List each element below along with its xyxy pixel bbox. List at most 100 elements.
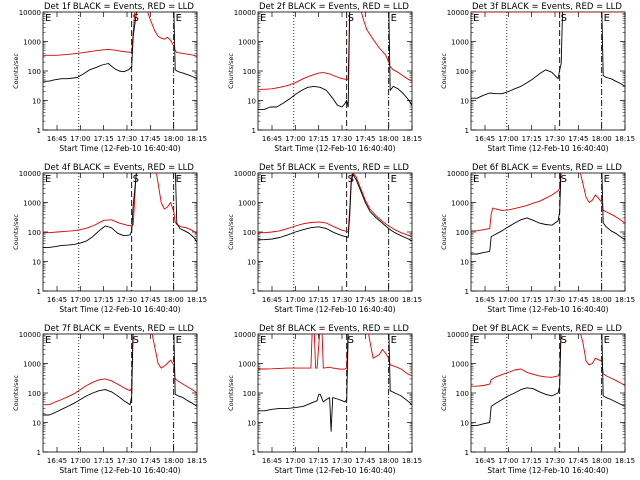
- detector-panel: Det 8f BLACK = Events, RED = LLD 1 10 100 10…: [227, 324, 422, 475]
- x-tick-label: 17:45: [355, 457, 375, 465]
- x-tick-label: 17:45: [140, 296, 160, 304]
- x-tick-label: 18:00: [592, 135, 612, 143]
- x-tick-label: 17:45: [140, 457, 160, 465]
- y-tick-label: 10: [32, 259, 41, 267]
- x-axis-label: Start Time (12-Feb-10 16:40:40): [487, 305, 608, 314]
- y-tick-label: 10: [247, 98, 256, 106]
- y-tick-label: 10: [32, 420, 41, 428]
- x-tick-label: 18:00: [379, 457, 399, 465]
- y-tick-label: 1000: [451, 39, 469, 47]
- marker-label-start: S: [561, 174, 567, 185]
- y-tick-label: 100: [243, 68, 256, 76]
- y-tick-label: 10000: [447, 170, 469, 178]
- x-axis-label: Start Time (12-Feb-10 16:40:40): [487, 466, 608, 475]
- marker-label-end: E: [604, 174, 610, 185]
- x-tick-label: 18:00: [164, 296, 184, 304]
- detector-panel: Det 5f BLACK = Events, RED = LLD 1 10 100 10…: [227, 163, 422, 314]
- y-tick-label: 10: [460, 259, 469, 267]
- x-tick-label: 17:45: [568, 457, 588, 465]
- y-tick-label: 10000: [447, 331, 469, 339]
- x-tick-label: 16:45: [475, 135, 495, 143]
- marker-label-early: E: [473, 335, 479, 346]
- y-tick-label: 10000: [234, 170, 256, 178]
- detector-panel: Det 7f BLACK = Events, RED = LLD 1 10 100 10…: [12, 324, 207, 475]
- y-tick-label: 100: [456, 68, 469, 76]
- x-tick-label: 18:00: [592, 457, 612, 465]
- marker-label-early: E: [45, 13, 51, 24]
- x-tick-label: 17:45: [568, 135, 588, 143]
- y-tick-label: 1000: [238, 361, 256, 369]
- y-tick-label: 10: [247, 259, 256, 267]
- lld-trace: [43, 173, 197, 234]
- y-tick-label: 100: [456, 229, 469, 237]
- x-tick-label: 17:15: [94, 296, 114, 304]
- y-tick-label: 1000: [23, 361, 41, 369]
- events-trace: [471, 173, 625, 255]
- x-tick-label: 17:00: [70, 457, 90, 465]
- marker-label-end: E: [176, 13, 182, 24]
- marker-label-start: S: [348, 335, 354, 346]
- detector-panel: Det 3f BLACK = Events, RED = LLD 1 10 100 10…: [440, 2, 635, 153]
- marker-label-end: E: [176, 335, 182, 346]
- x-tick-label: 17:00: [285, 457, 305, 465]
- y-tick-label: 10: [247, 420, 256, 428]
- y-tick-label: 10000: [234, 331, 256, 339]
- x-axis-label: Start Time (12-Feb-10 16:40:40): [59, 466, 180, 475]
- marker-label-early: E: [473, 174, 479, 185]
- x-tick-label: 18:15: [615, 135, 635, 143]
- marker-label-early: E: [260, 13, 266, 24]
- panel-title: Det 6f BLACK = Events, RED = LLD: [472, 163, 622, 173]
- x-tick-label: 17:15: [522, 457, 542, 465]
- x-tick-label: 17:30: [117, 135, 137, 143]
- marker-label-start: S: [561, 335, 567, 346]
- events-trace: [258, 173, 412, 242]
- x-tick-label: 17:30: [545, 457, 565, 465]
- events-trace: [471, 12, 625, 99]
- panel-title: Det 8f BLACK = Events, RED = LLD: [259, 324, 409, 334]
- y-tick-label: 1000: [238, 39, 256, 47]
- detector-panel: Det 4f BLACK = Events, RED = LLD 1 10 100 10…: [12, 163, 207, 314]
- detector-panel: Det 9f BLACK = Events, RED = LLD 1 10 100 10…: [440, 324, 635, 475]
- y-tick-label: 10: [460, 98, 469, 106]
- y-tick-label: 1: [252, 127, 256, 135]
- y-tick-label: 1: [252, 449, 256, 457]
- y-tick-label: 1000: [23, 39, 41, 47]
- x-tick-label: 16:45: [262, 135, 282, 143]
- x-tick-label: 17:00: [498, 457, 518, 465]
- x-tick-label: 18:15: [187, 457, 207, 465]
- marker-label-early: E: [260, 335, 266, 346]
- x-axis-label: Start Time (12-Feb-10 16:40:40): [59, 144, 180, 153]
- x-axis-label: Start Time (12-Feb-10 16:40:40): [274, 144, 395, 153]
- y-tick-label: 1: [465, 449, 469, 457]
- y-tick-label: 1: [252, 288, 256, 296]
- y-tick-label: 100: [456, 390, 469, 398]
- y-axis-label: Counts/sec: [227, 375, 235, 411]
- x-tick-label: 18:15: [402, 457, 422, 465]
- x-tick-label: 17:15: [522, 135, 542, 143]
- y-tick-label: 100: [28, 390, 41, 398]
- detector-panel: Det 6f BLACK = Events, RED = LLD 1 10 100 10…: [440, 163, 635, 314]
- marker-label-early: E: [260, 174, 266, 185]
- x-tick-label: 18:00: [379, 135, 399, 143]
- x-tick-label: 17:30: [332, 135, 352, 143]
- y-axis-label: Counts/sec: [12, 53, 20, 89]
- y-tick-label: 1: [37, 449, 41, 457]
- panel-title: Det 3f BLACK = Events, RED = LLD: [472, 2, 622, 12]
- x-tick-label: 17:30: [117, 296, 137, 304]
- x-axis-label: Start Time (12-Feb-10 16:40:40): [274, 466, 395, 475]
- y-tick-label: 1: [37, 127, 41, 135]
- y-axis-label: Counts/sec: [440, 53, 448, 89]
- x-tick-label: 17:15: [309, 457, 329, 465]
- x-tick-label: 18:00: [379, 296, 399, 304]
- x-tick-label: 18:00: [164, 457, 184, 465]
- y-axis-label: Counts/sec: [12, 375, 20, 411]
- marker-label-early: E: [473, 13, 479, 24]
- marker-label-end: E: [604, 335, 610, 346]
- x-tick-label: 17:45: [568, 296, 588, 304]
- x-tick-label: 17:15: [94, 457, 114, 465]
- y-tick-label: 1000: [238, 200, 256, 208]
- marker-label-end: E: [604, 13, 610, 24]
- panel-title: Det 2f BLACK = Events, RED = LLD: [259, 2, 409, 12]
- panel-title: Det 7f BLACK = Events, RED = LLD: [44, 324, 194, 334]
- events-trace: [471, 334, 625, 426]
